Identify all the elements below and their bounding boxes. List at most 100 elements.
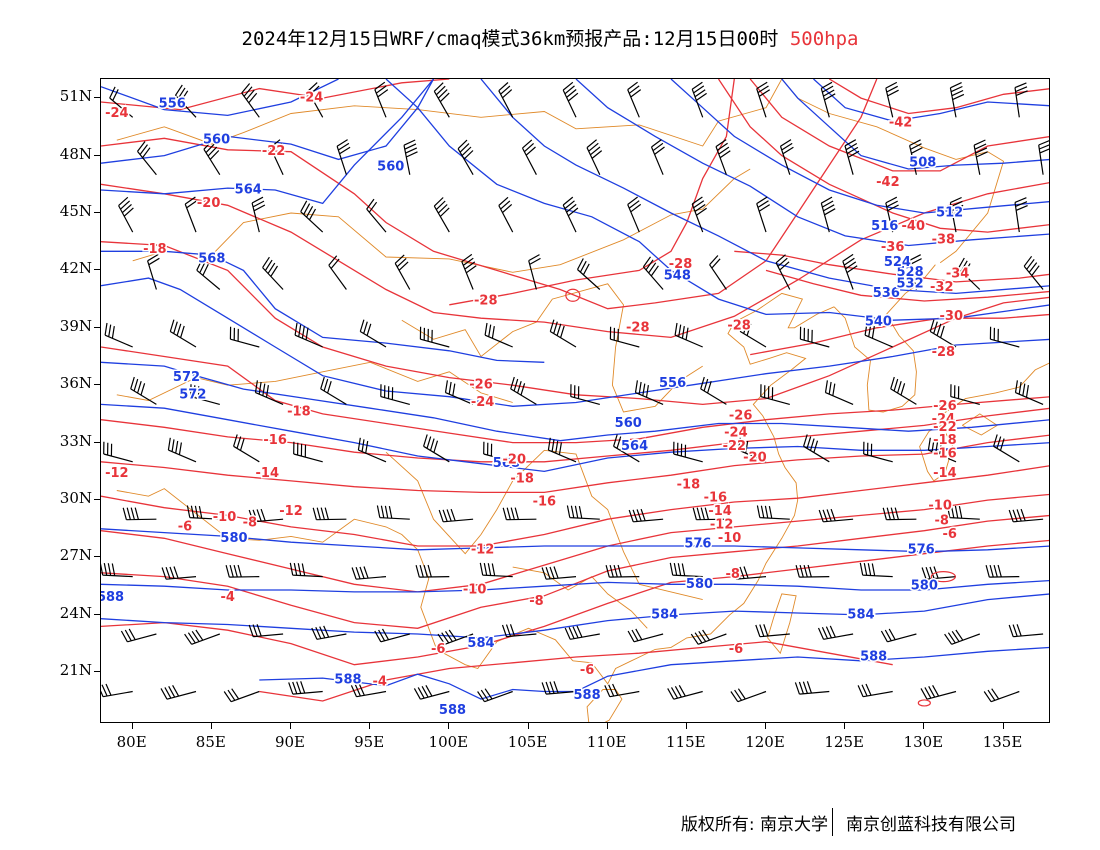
lat-tick	[94, 154, 100, 156]
wind-barb	[859, 562, 893, 578]
temperature-label: -12	[710, 517, 734, 532]
height-label: 560	[203, 133, 230, 148]
wind-barb	[498, 196, 514, 233]
wind-barb	[438, 508, 474, 523]
height-contour	[101, 250, 545, 363]
lat-tick	[94, 499, 100, 501]
temperature-label: -22	[933, 420, 957, 435]
lat-tick	[94, 613, 100, 615]
wind-barb	[642, 256, 664, 290]
temperature-contour	[734, 250, 1049, 283]
wind-barb	[756, 81, 771, 118]
temperature-label: -16	[263, 433, 287, 448]
temperature-label: -6	[942, 527, 956, 542]
temperature-contours	[101, 79, 1049, 702]
height-label: 576	[908, 542, 935, 557]
wind-barb	[1023, 255, 1044, 290]
temperature-label: -8	[529, 594, 543, 609]
lat-tick	[94, 556, 100, 558]
height-label: 584	[847, 607, 874, 622]
temperature-label: -18	[510, 472, 533, 487]
wind-barb	[921, 566, 957, 580]
height-labels: 556 560 560 564 568 572 572 580 588 588 588 588 568 5…	[101, 95, 965, 720]
temperature-label: -6	[729, 642, 743, 657]
height-label: 548	[664, 269, 691, 284]
wind-barb	[779, 139, 794, 175]
temperature-contour	[101, 79, 450, 111]
temperature-closed-contour	[930, 571, 956, 583]
temperature-label: -26	[729, 408, 753, 423]
wind-barb	[882, 507, 917, 521]
lon-tick-label: 80E	[116, 733, 147, 751]
wind-barb	[120, 628, 157, 643]
height-contour	[385, 79, 1049, 321]
lon-tick-label: 130E	[903, 733, 944, 751]
height-label: 580	[911, 579, 938, 594]
wind-barb	[184, 196, 198, 233]
wind-barb	[957, 257, 981, 290]
wind-barb	[983, 688, 1020, 703]
wind-barb	[775, 254, 791, 290]
height-contour	[101, 593, 1049, 639]
wind-barb	[604, 683, 640, 698]
wind-barb	[444, 380, 474, 405]
wind-barb	[737, 437, 767, 463]
wind-barb	[691, 81, 707, 118]
wind-barb	[203, 139, 221, 176]
height-label: 588	[860, 650, 887, 665]
wind-barb	[739, 319, 767, 348]
wind-barb	[820, 196, 836, 233]
height-contours	[101, 79, 1049, 700]
temperature-contour	[101, 514, 1049, 629]
wind-barb	[944, 629, 981, 645]
wind-barb	[799, 326, 830, 348]
temperature-contour	[449, 79, 735, 306]
lon-tick	[685, 723, 687, 729]
temperature-label: -26	[933, 399, 957, 414]
temperature-contour	[101, 539, 1049, 666]
wind-barb	[350, 683, 387, 698]
wind-barb	[376, 505, 410, 520]
boundary-line	[116, 488, 574, 670]
wind-barb	[949, 196, 965, 233]
temperature-label: -8	[935, 514, 949, 529]
temperature-label: -4	[220, 590, 234, 605]
height-contour	[101, 361, 1049, 442]
temperature-label: -24	[471, 395, 495, 410]
wind-barb	[627, 81, 642, 118]
boundary-line	[939, 362, 1049, 417]
temperature-label: -12	[105, 466, 128, 481]
wind-barb	[161, 566, 197, 580]
wind-barb	[731, 566, 767, 580]
boundary-line	[781, 79, 1005, 264]
wind-barb	[225, 564, 260, 578]
temperature-label: -20	[743, 450, 767, 465]
temperature-label: -24	[105, 106, 128, 121]
weather-map: 556 560 560 564 568 572 572 580 588 588 588 588 568 5…	[100, 78, 1050, 723]
title-main: 2024年12月15日WRF/cmaq模式36km预报产品:12月15日00时	[241, 28, 779, 50]
wind-barb	[673, 441, 703, 463]
lon-tick-label: 105E	[507, 733, 548, 751]
boundary-line	[767, 593, 797, 655]
footer: 版权所有: 南京大学 南京创蓝科技有限公司	[0, 808, 1100, 838]
wind-barb	[669, 562, 703, 578]
wind-barb	[927, 437, 957, 463]
wind-barb	[586, 139, 603, 175]
boundary-line	[586, 689, 623, 722]
lat-tick-label: 45N	[59, 201, 92, 220]
wind-barb	[248, 508, 284, 523]
wind-barb	[122, 507, 157, 521]
wind-barb	[613, 434, 640, 463]
temperature-label: -4	[372, 674, 386, 689]
temperature-contour	[101, 182, 1049, 339]
wind-barb	[628, 508, 664, 523]
lon-tick	[844, 723, 846, 729]
temperature-label: -42	[876, 175, 900, 190]
lon-tick-label: 120E	[745, 733, 785, 751]
lon-tick-label: 90E	[274, 733, 306, 751]
wind-barb	[691, 196, 707, 233]
temperature-label: -16	[704, 491, 728, 506]
lon-tick-label: 125E	[824, 733, 864, 751]
height-label: 568	[493, 456, 520, 471]
temperature-label: -18	[677, 477, 701, 492]
